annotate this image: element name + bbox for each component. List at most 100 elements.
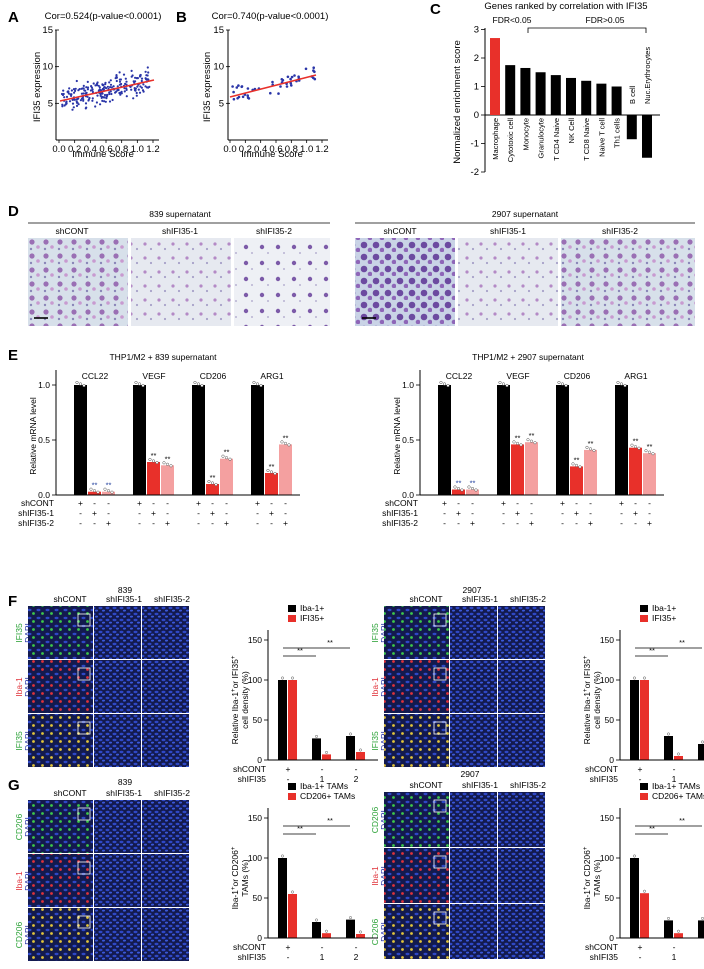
micrograph-tile: [142, 908, 189, 961]
scatter-point: [108, 92, 111, 96]
f-xrow2-label: shIFI35: [590, 952, 619, 962]
scatter-point: [277, 92, 280, 95]
legend-label: Iba-1+: [652, 603, 676, 613]
c-bar: [520, 67, 531, 115]
micrograph-tile: [402, 792, 449, 847]
e-data-point: [616, 380, 620, 385]
micrograph-inset: [384, 848, 402, 903]
scatter-point: [116, 89, 119, 92]
e-data-point: [564, 383, 568, 388]
e-data-point: [623, 383, 627, 388]
x-tick-label: 1.0: [300, 144, 313, 155]
e-row-label: shIFI35-1: [18, 508, 54, 518]
f-xrow1-value: -: [673, 764, 676, 774]
e-design-sign: +: [633, 508, 638, 518]
legend-label: CD206+ TAMs: [300, 791, 355, 801]
scatter-point: [85, 86, 88, 89]
scatter-point: [74, 87, 77, 90]
scatter-point: [118, 80, 122, 83]
e-design-sign: -: [561, 518, 564, 528]
panel-a-xticks: 0.0 0.2 0.4 0.6 0.8 1.0 1.2: [52, 140, 160, 155]
f-data-point: [667, 916, 670, 920]
scatter-point: [109, 86, 112, 89]
micrograph-tile: [450, 714, 497, 767]
e-data-point: [252, 380, 256, 385]
f-data-point: [281, 854, 284, 858]
panel-d-839-col3: shIFI35-2: [256, 226, 292, 236]
e-data-point: [103, 487, 107, 491]
e-design-sign: +: [515, 508, 520, 518]
e-data-point: [221, 454, 225, 458]
scatter-point: [124, 77, 127, 80]
e-design-sign: +: [588, 518, 593, 528]
x-tick-label: 0.2: [68, 144, 81, 155]
micrograph-tile: [450, 848, 497, 903]
scatter-point: [72, 88, 76, 91]
scatter-point: [231, 85, 234, 88]
c-bar: [626, 115, 637, 140]
scatter-point: [119, 78, 122, 81]
f-bar: [322, 933, 331, 938]
panel-e-2907-chart: 0.00.51.0CCL22+--**-+-**--+VEGF+--**-+-*…: [382, 370, 664, 528]
scatter-point: [286, 75, 290, 79]
f-y-tick-label: 0: [257, 933, 262, 943]
scatter-point: [246, 87, 250, 90]
f-data-point: [359, 748, 362, 752]
e-design-sign: +: [501, 498, 506, 508]
scatter-point: [130, 75, 133, 78]
e-design-sign: -: [270, 498, 273, 508]
zoom-box: [433, 613, 447, 627]
e-design-sign: +: [210, 508, 215, 518]
f-y-tick-label: 0: [257, 755, 262, 765]
e-design-sign: +: [283, 518, 288, 528]
e-data-point: [96, 490, 100, 494]
micrograph-tile: [498, 904, 545, 959]
scatter-point: [71, 102, 75, 105]
e-design-sign: -: [79, 508, 82, 518]
scatter-point: [77, 103, 80, 106]
panel-f-label: F: [8, 593, 17, 610]
scatter-point: [88, 96, 91, 100]
f-bar: [288, 680, 297, 760]
f-xrow2-label: shIFI35: [238, 774, 267, 784]
c-y-tick-label: 1: [474, 82, 479, 93]
scatter-point: [91, 90, 94, 94]
e-data-point: [134, 380, 138, 385]
f-ylabel-line2: cell density (%): [592, 671, 602, 729]
panel-d-839-shifi35-2-image: [234, 238, 330, 326]
zoom-box: [77, 721, 91, 735]
e-y-tick-label: 0.5: [38, 435, 50, 445]
f-xrow2-value: -: [287, 774, 290, 784]
e-data-point: [82, 383, 86, 388]
f-y-tick-label: 100: [600, 675, 614, 685]
f-ylabel-line2: cell density (%): [240, 671, 250, 729]
micro-col-label: shIFI35-1: [106, 594, 142, 604]
e-data-point: [207, 479, 211, 484]
zoom-box: [433, 799, 447, 813]
micro-stain-label: CD206: [14, 922, 24, 949]
e-design-sign: -: [634, 498, 637, 508]
f-xrow2-value: -: [639, 952, 642, 962]
e-bar: [525, 442, 538, 495]
f-data-point: [281, 676, 284, 680]
e-data-point: [165, 462, 170, 466]
panel-g-group1: 839: [118, 777, 132, 787]
scatter-point: [90, 86, 93, 89]
micrograph-tile: [498, 848, 545, 903]
panel-d-group1: 839 supernatant: [149, 209, 211, 219]
panel-d-group2: 2907 supernatant: [492, 209, 559, 219]
scatter-point: [75, 101, 79, 104]
scatter-point: [65, 100, 68, 103]
x-tick-label: 0.0: [52, 144, 65, 155]
e-design-sign: -: [138, 508, 141, 518]
micrograph-tile: [498, 606, 545, 659]
e-data-point: [92, 489, 97, 493]
scatter-point: [116, 85, 119, 88]
micrograph-tile: [450, 792, 497, 847]
e-bar: [466, 489, 479, 495]
scatter-point: [125, 87, 128, 90]
f-bar: [674, 933, 683, 938]
micrograph-tile: [94, 908, 141, 961]
f-xrow2-value: 1: [672, 952, 677, 962]
micro-col-label: shCONT: [409, 594, 442, 604]
